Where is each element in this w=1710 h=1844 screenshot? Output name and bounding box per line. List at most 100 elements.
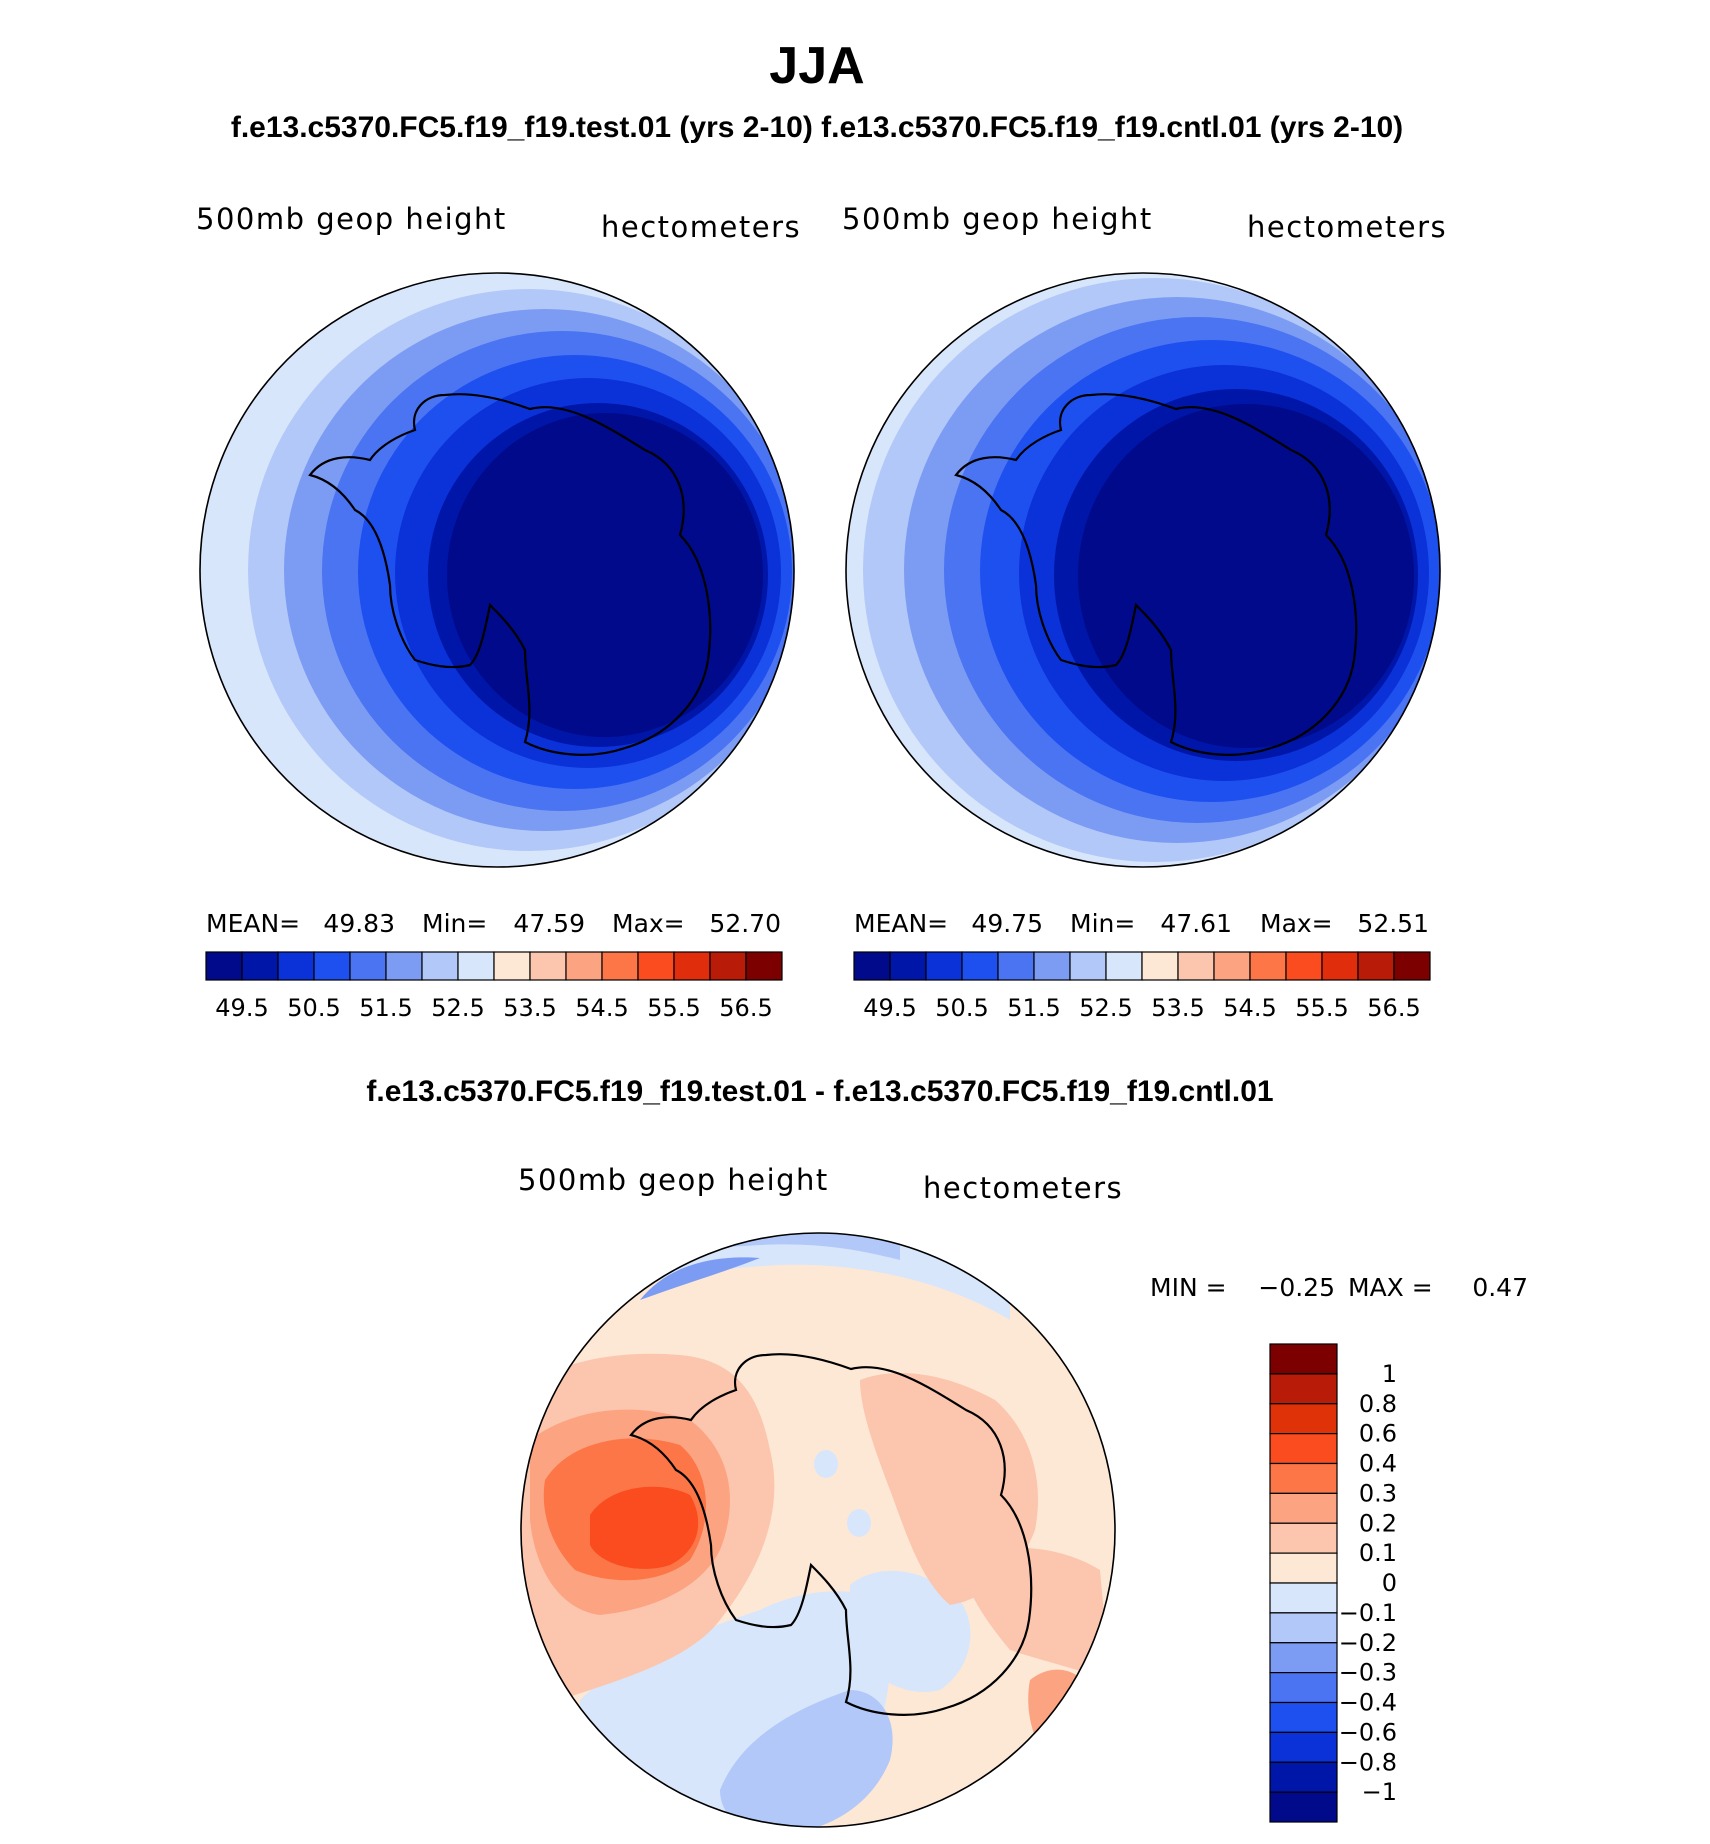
colorbar-swatch <box>1269 1492 1338 1524</box>
panel-control-max-value: 52.51 <box>1357 909 1429 938</box>
colorbar-swatch <box>205 951 243 981</box>
colorbar-swatch <box>673 951 711 981</box>
colorbar-swatch <box>1393 951 1431 981</box>
contour-band <box>1078 404 1414 748</box>
colorbar-tick-label: 53.5 <box>503 994 556 1022</box>
colorbar-swatch <box>1069 951 1107 981</box>
colorbar-swatch <box>1269 1731 1338 1763</box>
contour-band <box>1028 1669 1095 1760</box>
colorbar-tick-label: −0.8 <box>1339 1748 1397 1776</box>
colorbar-swatch <box>1141 951 1179 981</box>
colorbar-tick-label: −0.2 <box>1339 1629 1397 1657</box>
contour-band <box>720 1690 893 1827</box>
figure-subtitle: f.e13.c5370.FC5.f19_f19.test.01 (yrs 2-1… <box>231 111 1403 144</box>
colorbar-tick-label: 0 <box>1382 1569 1397 1597</box>
panel-test-max-value: 52.70 <box>709 909 781 938</box>
colorbar-tick-label: 50.5 <box>935 994 988 1022</box>
colorbar-swatch <box>1269 1552 1338 1584</box>
panel-difference-right-title: hectometers <box>923 1171 1123 1205</box>
panel-test-mean-value: 49.83 <box>323 909 395 938</box>
panel-difference-colorbar: 10.80.60.40.30.20.10−0.1−0.2−0.3−0.4−0.6… <box>1269 1343 1397 1823</box>
colorbar-swatch <box>1249 951 1287 981</box>
colorbar-tick-label: 0.2 <box>1359 1509 1397 1537</box>
colorbar-swatch <box>1269 1701 1338 1733</box>
panel-control-map-border <box>845 272 1441 868</box>
colorbar-swatch <box>1269 1582 1338 1614</box>
colorbar-tick-label: 49.5 <box>215 994 268 1022</box>
panel-test-map-border <box>199 272 795 868</box>
colorbar-swatch <box>1269 1761 1338 1793</box>
colorbar-swatch <box>1269 1462 1338 1494</box>
panel-control: 500mb geop height hectometers MEAN= 49.7… <box>842 202 1447 1022</box>
contour-band <box>640 1257 760 1300</box>
colorbar-tick-label: 50.5 <box>287 994 340 1022</box>
colorbar-tick-label: 0.1 <box>1359 1539 1397 1567</box>
colorbar-swatch <box>1269 1373 1338 1405</box>
colorbar-tick-label: 0.3 <box>1359 1479 1397 1507</box>
colorbar-swatch <box>1269 1642 1338 1674</box>
colorbar-tick-label: −0.4 <box>1339 1689 1397 1717</box>
colorbar-tick-label: 49.5 <box>863 994 916 1022</box>
colorbar-tick-label: 56.5 <box>719 994 772 1022</box>
colorbar-swatch <box>421 951 459 981</box>
contour-band <box>960 1547 1110 1680</box>
colorbar-swatch <box>853 951 891 981</box>
colorbar-tick-label: −0.6 <box>1339 1718 1397 1746</box>
panel-control-mean-label: MEAN= <box>854 909 948 938</box>
colorbar-swatch <box>385 951 423 981</box>
panel-difference-max-value: 0.47 <box>1472 1273 1528 1302</box>
colorbar-swatch <box>997 951 1035 981</box>
colorbar-swatch <box>889 951 927 981</box>
colorbar-swatch <box>1285 951 1323 981</box>
colorbar-tick-label: 1 <box>1382 1360 1397 1388</box>
panel-test-min-label: Min= <box>422 909 487 938</box>
colorbar-swatch <box>1105 951 1143 981</box>
panel-test-mean-label: MEAN= <box>206 909 300 938</box>
colorbar-swatch <box>1213 951 1251 981</box>
colorbar-tick-label: 54.5 <box>575 994 628 1022</box>
colorbar-swatch <box>313 951 351 981</box>
panel-difference-left-title: 500mb geop height <box>518 1163 829 1197</box>
colorbar-swatch <box>1269 1403 1338 1435</box>
panel-difference-min-label: MIN = <box>1150 1273 1227 1302</box>
colorbar-swatch <box>1269 1522 1338 1554</box>
colorbar-tick-label: 51.5 <box>1007 994 1060 1022</box>
contour-band <box>447 413 763 737</box>
panel-test-max-label: Max= <box>612 909 685 938</box>
panel-test-min-value: 47.59 <box>513 909 585 938</box>
colorbar-tick-label: 53.5 <box>1151 994 1204 1022</box>
contour-band <box>847 1509 871 1537</box>
colorbar-swatch <box>1321 951 1359 981</box>
colorbar-swatch <box>1269 1433 1338 1465</box>
colorbar-tick-label: 52.5 <box>431 994 484 1022</box>
colorbar-swatch <box>493 951 531 981</box>
colorbar-swatch <box>349 951 387 981</box>
panel-control-right-title: hectometers <box>1247 210 1447 244</box>
panel-control-min-value: 47.61 <box>1160 909 1232 938</box>
panel-control-map <box>846 273 1440 867</box>
colorbar-swatch <box>1269 1672 1338 1704</box>
panel-control-mean-value: 49.75 <box>971 909 1043 938</box>
figure-title: JJA <box>769 37 864 95</box>
panel-control-colorbar: 49.5 50.5 51.5 52.5 53.5 54.5 55.5 56.5 <box>853 951 1431 1022</box>
colorbar-swatch <box>601 951 639 981</box>
colorbar-swatch <box>925 951 963 981</box>
colorbar-tick-label: 52.5 <box>1079 994 1132 1022</box>
colorbar-tick-label: 0.6 <box>1359 1420 1397 1448</box>
colorbar-swatch <box>709 951 747 981</box>
colorbar-swatch <box>745 951 783 981</box>
colorbar-tick-label: 0.8 <box>1359 1390 1397 1418</box>
panel-test: 500mb geop height hectometers MEAN= 49.8… <box>196 202 800 1022</box>
colorbar-swatch <box>961 951 999 981</box>
colorbar-tick-label: 0.4 <box>1359 1450 1397 1478</box>
panel-control-left-title: 500mb geop height <box>842 202 1153 236</box>
colorbar-swatch <box>457 951 495 981</box>
colorbar-swatch <box>565 951 603 981</box>
colorbar-tick-label: −0.1 <box>1339 1599 1397 1627</box>
contour-band <box>590 1486 699 1569</box>
colorbar-swatch <box>1177 951 1215 981</box>
panel-control-max-label: Max= <box>1260 909 1333 938</box>
colorbar-tick-label: 54.5 <box>1223 994 1276 1022</box>
